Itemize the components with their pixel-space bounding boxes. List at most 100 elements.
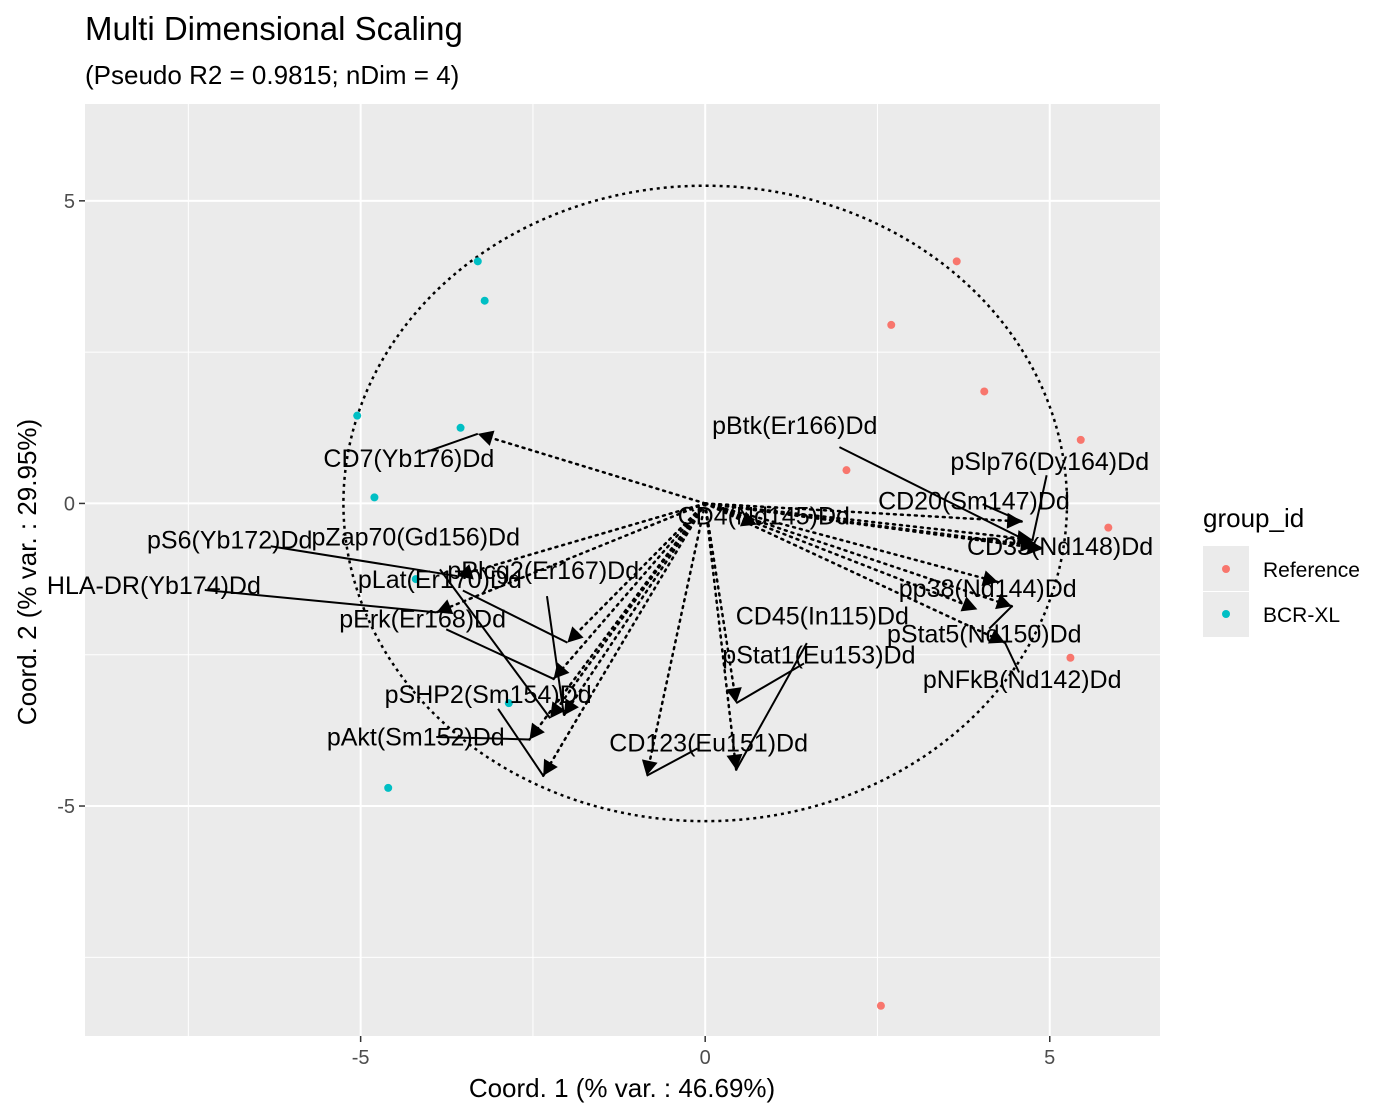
variable-label: pPlcg2(Er167)Dd xyxy=(447,557,639,585)
arrowhead-pSHP2(Sm154)Dd xyxy=(543,758,558,776)
y-axis-ticks: -5 0 5 xyxy=(57,191,85,818)
arrowhead-CD33(Nd148)Dd xyxy=(1020,535,1036,552)
chart-title: Multi Dimensional Scaling xyxy=(85,10,463,47)
variable-label: CD33(Nd148)Dd xyxy=(967,533,1153,561)
variable-label: pSlp76(Dy164)Dd xyxy=(950,448,1149,476)
leader-pNFkB(Nd142)Dd xyxy=(1004,642,1020,673)
point-reference xyxy=(1104,523,1113,532)
arrowhead-CD7(Yb176)Dd xyxy=(477,430,495,446)
leader-HLA-DR(Yb174)Dd xyxy=(204,589,437,614)
arrow-path-HLA-DR(Yb174)Dd xyxy=(435,502,707,614)
leader-CD20(Sm147)Dd xyxy=(982,503,1023,523)
leader-pZap70(Gd156)Dd xyxy=(439,568,551,719)
x-axis-title: Coord. 1 (% var. : 46.69%) xyxy=(469,1073,775,1103)
variable-label: pStat1(Eu153)Dd xyxy=(722,642,915,670)
variable-label: pErk(Er168)Dd xyxy=(339,605,506,633)
variable-label: pStat5(Nd150)Dd xyxy=(887,621,1082,649)
arrow-path-CD123(Eu151)Dd xyxy=(645,502,707,778)
y-tick-label: -5 xyxy=(57,796,75,818)
arrowhead-pStat1(Eu153)Dd xyxy=(725,687,742,704)
arrow-path-CD7(Yb176)Dd xyxy=(476,432,707,505)
arrow-path-CD45(In115)Dd xyxy=(703,502,738,771)
arrow-path-pPlcg2(Er167)Dd xyxy=(562,502,707,717)
arrowhead-pS6(Yb172)Dd xyxy=(457,564,474,580)
arrowhead-pStat5b xyxy=(960,596,978,612)
variable-label: pS6(Yb172)Dd xyxy=(147,527,312,555)
arrowhead-pErk(Er168)Dd xyxy=(553,662,570,679)
legend-key-reference xyxy=(1222,565,1230,573)
arrow-path-pStat5b xyxy=(703,502,979,611)
point-bcr-xl xyxy=(456,423,465,432)
point-reference xyxy=(952,257,961,266)
variable-labels-layer: CD7(Yb176)Dd pS6(Yb172)Dd HLA-DR(Yb174)Dd p… xyxy=(47,412,1153,758)
point-reference xyxy=(887,320,896,329)
x-axis-ticks: -5 0 5 xyxy=(352,1036,1055,1069)
grid-major xyxy=(85,104,1160,1036)
leader-pErk(Er168)Dd xyxy=(445,628,555,680)
arrow-path-CD33(Nd148)Dd xyxy=(703,502,1038,548)
point-bcr-xl xyxy=(504,699,513,708)
variable-label: pSHP2(Sm154)Dd xyxy=(385,681,592,709)
point-bcr-xl xyxy=(473,257,482,266)
arrowhead-pp38(Nd144)Dd xyxy=(981,570,999,586)
point-bcr-xl xyxy=(384,783,393,792)
variable-label: CD20(Sm147)Dd xyxy=(878,487,1070,515)
variable-label: CD123(Eu151)Dd xyxy=(609,729,808,757)
arrow-path-pSlp76(Dy164)Dd xyxy=(703,502,1034,541)
legend-label-bcr-xl: BCR-XL xyxy=(1263,604,1340,627)
legend-title: group_id xyxy=(1203,503,1304,533)
leader-pSHP2(Sm154)Dd xyxy=(497,708,545,777)
arrowhead-HLA-DR(Yb174)Dd xyxy=(436,599,454,615)
variable-label: pAkt(Sm152)Dd xyxy=(327,723,505,751)
arrow-path-pNFkB(Nd142)Dd xyxy=(703,502,1007,644)
correlation-circle xyxy=(342,184,1069,823)
variable-label: pp38(Nd144)Dd xyxy=(899,575,1077,603)
arrowhead-pAkt(Sm152)Dd xyxy=(529,722,545,740)
variable-label: pNFkB(Nd142)Dd xyxy=(923,666,1122,694)
variable-label: pLat(Er170)Dd xyxy=(358,566,522,594)
arrowhead-CD123(Eu151)Dd xyxy=(641,759,658,776)
arrowhead-pPlcg2(Er167)Dd xyxy=(563,698,579,716)
arrow-path-pLat(Er170)Dd xyxy=(566,502,707,644)
arrow-path-pStat1(Eu153)Dd xyxy=(703,502,738,705)
variable-label: CD7(Yb176)Dd xyxy=(323,445,494,473)
leader-pStat5(Nd150)Dd xyxy=(988,605,1013,630)
y-tick-label: 5 xyxy=(64,191,75,213)
y-axis-title: Coord. 2 (% var. : 29.95%) xyxy=(12,419,42,725)
point-reference xyxy=(876,1001,885,1010)
leader-CD7(Yb176)Dd xyxy=(420,432,479,455)
leader-pS6(Yb172)Dd xyxy=(270,545,458,578)
correlation-circle-layer xyxy=(342,184,1069,823)
arrow-path-pStat5(Nd150)Dd xyxy=(703,502,1014,608)
arrowhead-pLat(Er170)Dd xyxy=(567,626,584,643)
point-reference xyxy=(980,387,989,396)
leader-pBtk(Er166)Dd xyxy=(838,446,1044,550)
legend-key-bcr-xl xyxy=(1222,610,1230,618)
point-bcr-xl xyxy=(480,296,489,305)
variable-label: CD45(In115)Dd xyxy=(736,602,909,630)
arrow-path-pAkt(Sm152)Dd xyxy=(528,502,707,741)
x-tick-label: 5 xyxy=(1044,1047,1055,1069)
arrowhead-pNFkB(Nd142)Dd xyxy=(987,629,1005,644)
point-bcr-xl xyxy=(411,575,420,584)
leader-pAkt(Sm152)Dd xyxy=(436,735,530,741)
variable-label: pZap70(Gd156)Dd xyxy=(312,524,520,552)
chart-subtitle: (Pseudo R2 = 0.9815; nDim = 4) xyxy=(85,60,459,90)
plot-panel xyxy=(85,104,1160,1036)
arrowhead-pStat5(Nd150)Dd xyxy=(995,593,1012,610)
point-reference xyxy=(1076,435,1085,444)
variable-arrows-layer xyxy=(204,430,1048,778)
point-reference xyxy=(842,466,851,475)
leader-CD45(In115)Dd xyxy=(735,642,808,771)
arrow-path-pS6(Yb172)Dd xyxy=(455,502,707,578)
arrowhead-CD45(In115)Dd xyxy=(726,753,743,770)
legend-label-reference: Reference xyxy=(1263,559,1360,582)
points-layer xyxy=(353,257,1113,1010)
leader-pSlp76(Dy164)Dd xyxy=(1031,475,1048,540)
point-bcr-xl xyxy=(353,411,362,420)
arrow-path-pp38(Nd144)Dd xyxy=(703,502,1000,584)
leader-CD123(Eu151)Dd xyxy=(646,747,698,777)
x-tick-label: -5 xyxy=(352,1047,370,1069)
variable-label: pBtk(Er166)Dd xyxy=(712,412,877,440)
